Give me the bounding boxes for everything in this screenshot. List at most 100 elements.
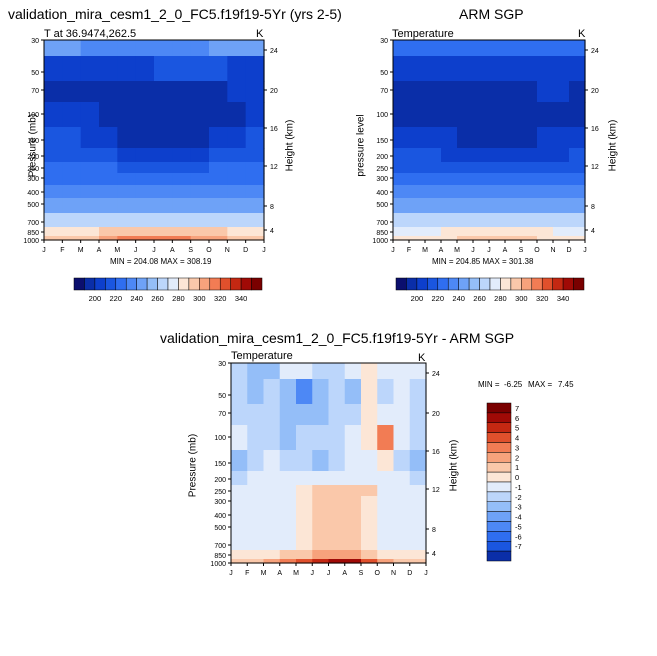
heatmap-cell <box>473 198 490 214</box>
heatmap-cell <box>231 379 248 405</box>
colorbar-tick-label: 200 <box>411 294 424 303</box>
heatmap-cell <box>441 162 458 174</box>
heatmap-cell <box>377 508 395 522</box>
heatmap-cell <box>154 236 173 241</box>
heatmap-cell <box>409 521 427 537</box>
heatmap-cell <box>441 185 458 199</box>
colorbar-tick-label: 260 <box>151 294 164 303</box>
heatmap-cell <box>190 40 210 57</box>
heatmap-cell <box>553 56 570 82</box>
heatmap-cell <box>425 227 442 237</box>
heatmap-cell <box>505 213 522 228</box>
heatmap-cell <box>135 56 155 82</box>
heatmap-cell <box>409 173 426 186</box>
heatmap-cell <box>361 425 378 451</box>
heatmap-cell <box>441 236 458 241</box>
panel2-subtitle: Temperature <box>392 28 454 40</box>
heatmap-cell <box>263 485 281 497</box>
heatmap-cell <box>425 40 442 57</box>
heatmap-cell <box>553 148 570 163</box>
heatmap-cell <box>521 127 538 149</box>
colorbar-swatch <box>447 277 459 291</box>
colorbar-tick-label: 2 <box>515 453 519 462</box>
heatmap-cell <box>521 198 538 214</box>
pressure-tick-label: 150 <box>214 461 226 468</box>
panel2-ylabel-right: Height (km) <box>607 119 619 172</box>
colorbar-swatch <box>521 277 533 291</box>
heatmap-cell <box>99 56 118 82</box>
heatmap-cell <box>227 236 247 241</box>
heatmap-cell <box>44 198 63 214</box>
heatmap-cell <box>521 227 538 237</box>
heatmap-cell <box>441 227 458 237</box>
panel3-stats-min: -6.25 <box>504 380 523 389</box>
colorbar-swatch <box>240 277 252 291</box>
colorbar-swatch <box>486 432 512 443</box>
panel3-subtitle: Temperature <box>231 350 293 362</box>
colorbar-tick-label: 0 <box>515 473 519 482</box>
month-tick-label: M <box>422 247 428 254</box>
heatmap-cell <box>154 40 173 57</box>
heatmap-cell <box>505 162 522 174</box>
heatmap-cell <box>62 185 82 199</box>
heatmap-cell <box>231 496 248 509</box>
heatmap-cell <box>231 471 248 486</box>
heatmap-cell <box>190 102 210 128</box>
pressure-tick-label: 250 <box>27 166 39 173</box>
heatmap-cell <box>569 162 586 174</box>
heatmap-cell <box>154 102 173 128</box>
month-tick-label: J <box>424 570 428 577</box>
heatmap-cell <box>409 56 426 82</box>
panel3-plot: 30 50 70 100 150 200 250 300 400 500 700 850 1000 24 2… <box>210 361 439 577</box>
heatmap-cell <box>409 559 427 564</box>
heatmap-cell <box>44 185 63 199</box>
heatmap-cell <box>553 198 570 214</box>
colorbar-tick-label: -1 <box>515 483 522 492</box>
colorbar-swatch <box>486 452 512 463</box>
heatmap-cell <box>505 198 522 214</box>
heatmap-cell <box>457 81 474 103</box>
pressure-tick-label: 500 <box>27 202 39 209</box>
heatmap-cell <box>263 521 281 537</box>
heatmap-cell <box>377 550 395 560</box>
heatmap-cell <box>227 185 247 199</box>
heatmap-cell <box>44 227 63 237</box>
heatmap-cell <box>263 379 281 405</box>
heatmap-cell <box>569 40 586 57</box>
heatmap-cell <box>393 56 410 82</box>
pressure-tick-label: 250 <box>214 489 226 496</box>
heatmap-cell <box>44 56 63 82</box>
heatmap-cell <box>247 521 265 537</box>
heatmap-cell <box>521 102 538 128</box>
height-tick-label: 16 <box>270 126 278 133</box>
month-tick-label: A <box>170 247 175 254</box>
heatmap-cell <box>99 148 118 163</box>
heatmap-cell <box>231 550 248 560</box>
heatmap-cell <box>409 162 426 174</box>
panel1-plot: 30 50 70 100 150 200 250 300 400 500 700 850 1000 24 2… <box>23 38 277 254</box>
heatmap-cell <box>190 236 210 241</box>
heatmap-cell <box>279 508 297 522</box>
heatmap-cell <box>117 198 137 214</box>
heatmap-cell <box>569 198 586 214</box>
panel2-colorbar: 200 220 240 260 280 300 320 340 <box>395 277 585 303</box>
heatmap-cell <box>227 81 247 103</box>
heatmap-cell <box>154 227 173 237</box>
heatmap-cell <box>312 450 330 472</box>
heatmap-cell <box>457 236 474 241</box>
heatmap-cell <box>245 162 265 174</box>
heatmap-cell <box>135 81 155 103</box>
heatmap-cell <box>377 471 395 486</box>
heatmap-cell <box>344 485 362 497</box>
heatmap-cell <box>135 213 155 228</box>
heatmap-cell <box>441 56 458 82</box>
colorbar-tick-label: 5 <box>515 424 519 433</box>
heatmap-cell <box>117 213 137 228</box>
month-tick-label: M <box>78 247 84 254</box>
heatmap-cell <box>190 213 210 228</box>
month-tick-label: J <box>487 247 491 254</box>
heatmap-cell <box>409 127 426 149</box>
heatmap-cell <box>172 185 192 199</box>
heatmap-cell <box>44 236 63 241</box>
height-tick-label: 24 <box>591 48 599 55</box>
